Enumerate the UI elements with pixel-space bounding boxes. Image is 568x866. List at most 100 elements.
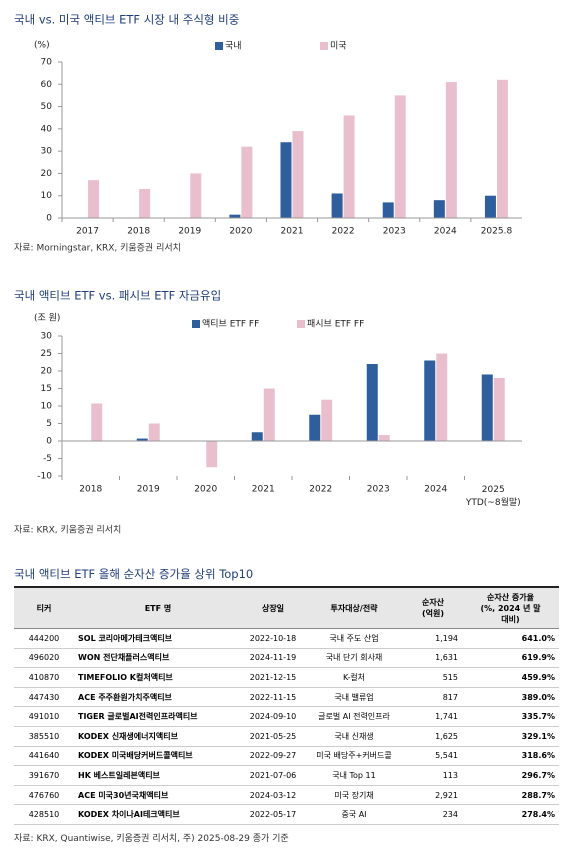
table-cell: 459.9% (462, 667, 559, 688)
bar (251, 432, 263, 441)
table-cell: 2022-09-27 (242, 746, 304, 767)
table-title: 국내 액티브 ETF 올해 순자산 증가율 상위 Top10 (14, 567, 254, 581)
table-cell: 385510 (14, 726, 74, 747)
table-cell: 글로벌 AI 전력인프라 (304, 706, 404, 727)
charts: 국내 vs. 미국 액티브 ETF 시장 내 주식형 비중 (%) 0 10 20 30 4… (14, 13, 522, 536)
table-row: 441640 KODEX 미국배당커버드콜액티브 2022-09-27 미국 배당주+… (14, 746, 559, 767)
x-tick-label: 2025 YTD(~8월말) (465, 485, 521, 508)
y-tick-label: 70 (41, 58, 53, 68)
legend-swatch (320, 42, 328, 50)
x-tick-label: 2019 (178, 227, 201, 237)
table-cell: 389.0% (462, 687, 559, 708)
bar (229, 214, 241, 218)
y-tick-label: -10 (37, 472, 52, 482)
table-cell: 1,631 (404, 648, 462, 669)
table-cell: KODEX 미국배당커버드콜액티브 (74, 746, 242, 767)
table-cell: 410870 (14, 667, 74, 688)
table-cell: 2022-10-18 (242, 628, 304, 649)
table-cell: 278.4% (462, 804, 559, 825)
bar (292, 131, 304, 218)
bar (366, 364, 378, 441)
legend-swatch (192, 320, 200, 328)
x-tick-label: 2020 (229, 227, 252, 237)
bar (206, 441, 218, 468)
y-tick-label: 50 (41, 102, 53, 112)
bar (484, 195, 496, 218)
table-cell: 817 (404, 687, 462, 708)
bar (394, 95, 406, 218)
table-cell: ACE 미국30년국채액티브 (74, 785, 242, 806)
table-cell: 2024-09-10 (242, 706, 304, 727)
table-cell: 2022-11-15 (242, 687, 304, 708)
x-tick-label: 2018 (79, 485, 102, 495)
table-cell: 미국 배당주+커버드콜 (304, 746, 404, 767)
header-cell: 투자대상/전략 (304, 587, 404, 629)
bar (190, 173, 202, 218)
table-cell: 2024-03-12 (242, 785, 304, 806)
legend-label: 미국 (330, 41, 347, 52)
header-cell: ETF 명 (74, 587, 242, 629)
table-cell: WON 전단채플러스액티브 (74, 648, 242, 669)
y-tick-label: 20 (41, 169, 53, 179)
x-tick-label: 2024 (434, 227, 457, 237)
table-cell: 234 (404, 804, 462, 825)
table-cell: 2024-11-19 (242, 648, 304, 669)
bar (481, 374, 493, 441)
chart-title: 국내 vs. 미국 액티브 ETF 시장 내 주식형 비중 (14, 13, 239, 27)
table-cell: TIMEFOLIO K컬처액티브 (74, 667, 242, 688)
table-row: 447430 ACE 주주환원가치주액티브 2022-11-15 국내 밸류업 817 3… (14, 687, 559, 708)
y-unit: (조 원) (34, 313, 60, 324)
table-cell: KODEX 차이나AI테크액티브 (74, 804, 242, 825)
table-cell: 2021-05-25 (242, 726, 304, 747)
table-source: 자료: KRX, Quantiwise, 키움증권 리서치, 주) 2025-0… (14, 833, 289, 844)
table-row: 410870 TIMEFOLIO K컬처액티브 2021-12-15 K-컬처 515 4… (14, 667, 559, 688)
table-cell: 미국 장기채 (304, 785, 404, 806)
x-tick-label: 2020 (194, 485, 217, 495)
table-cell: 515 (404, 667, 462, 688)
y-tick-label: 20 (41, 367, 53, 377)
table-section: 국내 액티브 ETF 올해 순자산 증가율 상위 Top10 티커 ETF 명 상장… (14, 566, 559, 844)
bar (493, 378, 505, 441)
bar (280, 142, 292, 218)
y-tick-label: -5 (43, 454, 52, 464)
legend-label: 국내 (225, 41, 242, 52)
table-cell: 318.6% (462, 746, 559, 767)
table-cell: 국내 밸류업 (304, 687, 404, 708)
x-tick-label: 2023 (367, 485, 390, 495)
table-cell: 391670 (14, 765, 74, 786)
bar (88, 180, 100, 218)
table-cell: 496020 (14, 648, 74, 669)
legend-swatch (215, 42, 223, 50)
table-cell: 641.0% (462, 628, 559, 649)
header-cell: 순자산 (억원) (404, 587, 462, 629)
y-tick-label: 25 (41, 349, 52, 359)
header-row: 티커 ETF 명 상장일 투자대상/전략 순자산 (억원) 순자산 증가율 (%, 202… (14, 587, 559, 629)
y-tick-label: 10 (41, 191, 53, 201)
y-tick-label: 30 (41, 147, 53, 157)
x-tick-label: 2021 (252, 485, 275, 495)
table-cell: 국내 신재생 (304, 726, 404, 747)
bar (136, 438, 148, 441)
bar (331, 193, 343, 218)
legend-label: 패시브 ETF FF (307, 319, 364, 330)
table-cell: 296.7% (462, 765, 559, 786)
bar (139, 189, 151, 218)
table-cell: ACE 주주환원가치주액티브 (74, 687, 242, 708)
table-cell: K-컬처 (304, 667, 404, 688)
table-cell: 476760 (14, 785, 74, 806)
y-tick-label: 40 (41, 124, 53, 134)
bar (263, 388, 275, 441)
table-row: 391670 HK 베스트일레븐액티브 2021-07-06 국내 Top 11 113… (14, 765, 559, 786)
table-cell: 447430 (14, 687, 74, 708)
bar (148, 423, 160, 441)
table-cell: 2022-05-17 (242, 804, 304, 825)
y-tick-label: 15 (41, 384, 52, 394)
legend-swatch (297, 320, 305, 328)
x-tick-label: 2025.8 (481, 227, 513, 237)
x-tick-label: 2021 (281, 227, 304, 237)
header-cell: 티커 (14, 587, 74, 629)
bar (378, 435, 390, 441)
table-cell: HK 베스트일레븐액티브 (74, 765, 242, 786)
bar (343, 115, 355, 218)
